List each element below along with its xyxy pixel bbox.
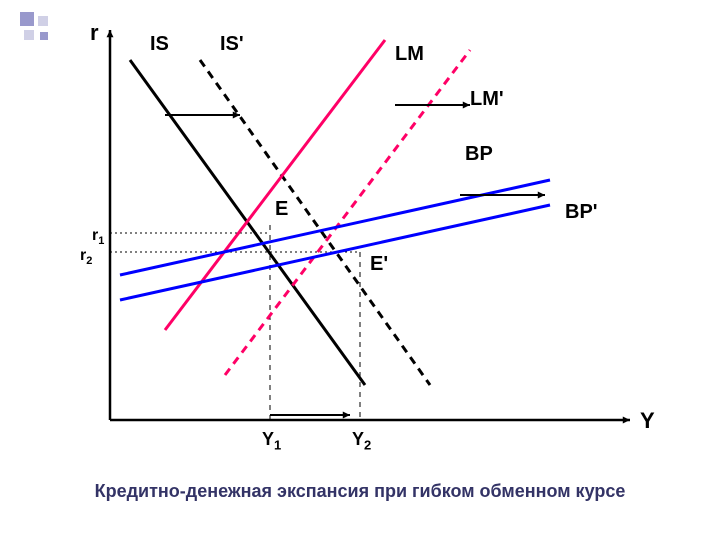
curve-LM xyxy=(165,40,385,330)
axis-label-y: Y xyxy=(640,408,655,433)
tick-r2: r2 xyxy=(80,247,92,267)
islm-bp-diagram: IS IS' LM LM' BP BP' r Y E E' r1r2 Y1 Y2 xyxy=(50,20,670,460)
diagram-caption: Кредитно-денежная экспансия при гибком о… xyxy=(0,480,720,503)
axis-label-r: r xyxy=(90,20,99,45)
curve-IS' xyxy=(200,60,430,385)
label-LM: LM xyxy=(395,43,424,65)
bullet-square xyxy=(38,16,48,26)
point-label-E: E xyxy=(275,198,288,220)
bullet-square xyxy=(24,30,34,40)
label-IS: IS xyxy=(150,33,169,55)
tick-y1: Y1 xyxy=(262,429,281,453)
tick-y2: Y2 xyxy=(352,429,371,453)
label-BP': BP' xyxy=(565,201,598,223)
curve-BP' xyxy=(120,205,550,300)
point-label-E': E' xyxy=(370,253,388,275)
bullet-square xyxy=(40,32,48,40)
curve-LM' xyxy=(225,50,470,375)
tick-r1: r1 xyxy=(92,227,104,247)
bullet-square xyxy=(20,12,34,26)
label-LM': LM' xyxy=(470,88,504,110)
label-BP: BP xyxy=(465,143,493,165)
label-IS': IS' xyxy=(220,33,244,55)
caption-text: Кредитно-денежная экспансия при гибком о… xyxy=(95,480,626,503)
